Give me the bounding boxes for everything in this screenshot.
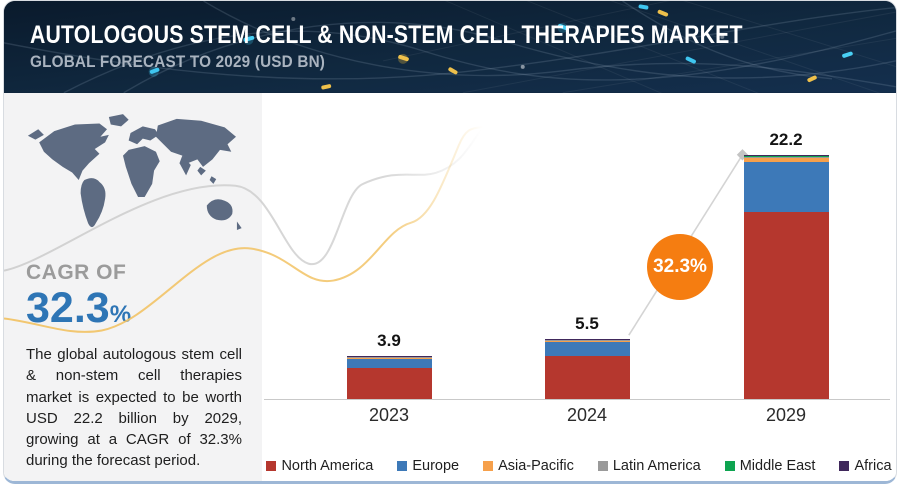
legend-label: Africa [854, 458, 892, 474]
chart-legend: North America Europe Asia-Pacific Latin Ame… [262, 458, 896, 474]
legend-item-middle-east: Middle East [724, 458, 816, 474]
world-map [26, 107, 252, 255]
bar-2023: 3.9 [346, 93, 432, 399]
bar-segment-europe [743, 161, 829, 212]
legend-swatch [597, 461, 608, 471]
legend-item-north-america: North America [266, 458, 373, 474]
x-axis-label: 2024 [566, 405, 608, 425]
bar-total-label: 5.5 [575, 313, 599, 333]
bar-segment-africa [544, 338, 630, 340]
bar-segment-north-america [743, 212, 829, 399]
bar-segment-middle-east [743, 156, 829, 157]
summary-text: The global autologous stem cell & non-st… [26, 346, 242, 470]
legend-item-asia-pacific: Asia-Pacific [483, 458, 574, 474]
bar-segment-latin-america [544, 339, 630, 342]
legend-label: Europe [412, 458, 460, 474]
x-axis-line [264, 399, 890, 400]
page-subtitle: GLOBAL FORECAST TO 2029 (USD BN) [30, 52, 326, 71]
x-axis-label: 2023 [368, 405, 410, 425]
bar-segment-north-america [544, 355, 630, 399]
sidebar-summary-panel: CAGR OF 32.3% The global autologous stem… [4, 93, 262, 481]
legend-label: Middle East [739, 458, 816, 474]
bar-segment-africa [743, 154, 829, 157]
legend-item-africa: Africa [839, 458, 892, 474]
page-title: AUTOLOGOUS STEM CELL & NON-STEM CELL THE… [30, 21, 743, 49]
chart-area: 3.9 5.5 22.2 2023 2024 2029 32.3% North Amer… [262, 93, 896, 481]
bar-2029: 22.2 [743, 93, 829, 399]
bar-segment-asia-pacific [743, 158, 829, 162]
legend-label: Asia-Pacific [498, 458, 574, 474]
cagr-value: 32.3% [26, 287, 246, 330]
legend-swatch [483, 461, 494, 471]
infographic-card: AUTOLOGOUS STEM CELL & NON-STEM CELL THE… [3, 0, 897, 484]
header-banner: AUTOLOGOUS STEM CELL & NON-STEM CELL THE… [4, 1, 896, 93]
bar-2024: 5.5 [544, 93, 630, 399]
legend-swatch [397, 461, 408, 471]
legend-label: North America [281, 458, 374, 474]
bar-segment-north-america [346, 368, 432, 399]
bar-segment-europe [544, 341, 630, 356]
bar-segment-europe [346, 358, 432, 369]
plot-area: 3.9 5.5 22.2 [262, 93, 896, 399]
bar-total-label: 22.2 [769, 129, 803, 149]
x-axis-label: 2029 [765, 405, 807, 425]
legend-swatch [266, 461, 277, 471]
legend-swatch [724, 461, 735, 471]
legend-swatch [839, 461, 850, 471]
legend-label: Latin America [612, 458, 701, 474]
network-graphic [4, 1, 896, 93]
bar-segment-latin-america [743, 156, 829, 159]
legend-item-latin-america: Latin America [597, 458, 701, 474]
bar-total-label: 3.9 [377, 331, 401, 351]
bar-segment-latin-america [346, 356, 432, 359]
cagr-percent-sign: % [109, 301, 132, 328]
legend-item-europe: Europe [397, 458, 459, 474]
bar-segment-asia-pacific [544, 341, 630, 342]
cagr-label: CAGR OF [26, 261, 127, 284]
content-area: CAGR OF 32.3% The global autologous stem… [4, 93, 896, 481]
cagr-badge: 32.3% [647, 234, 713, 300]
cagr-number: 32.3 [26, 284, 110, 332]
